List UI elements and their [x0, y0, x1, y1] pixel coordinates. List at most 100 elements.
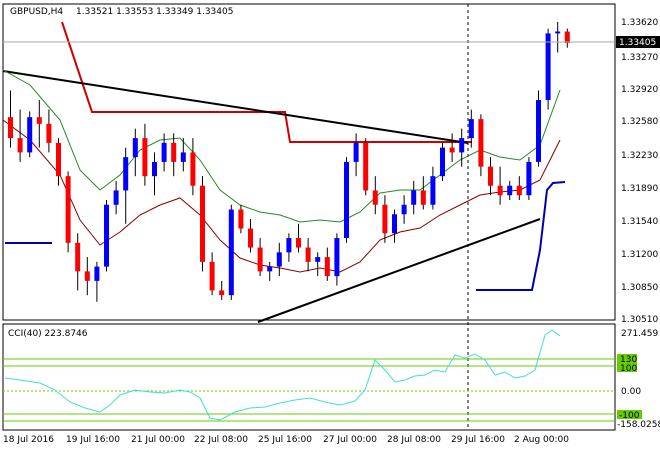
price-tick: 1.33620	[621, 18, 658, 28]
moving-average-dark	[2, 119, 561, 273]
cci-line	[4, 329, 561, 421]
price-tick: 1.32920	[621, 85, 658, 95]
main-chart-frame	[2, 3, 616, 321]
price-tick: 1.31890	[621, 184, 658, 194]
cci-panel: CCI(40) 223.8746 271.459 130 100 0.00 -1…	[3, 329, 660, 430]
bull-candle	[459, 138, 465, 153]
bull-candle	[401, 204, 407, 215]
price-tick: 1.30510	[621, 315, 658, 325]
bull-candle	[353, 142, 359, 162]
cci-tick-max: 271.459	[621, 329, 658, 339]
bear-candle	[65, 176, 71, 243]
time-tick: 18 Jul 2016	[3, 435, 54, 445]
candlestick-series	[8, 22, 570, 302]
cci-tick-minus100: -100	[619, 411, 640, 421]
bear-candle	[171, 142, 177, 162]
time-tick: 21 Jul 00:00	[131, 435, 185, 445]
current-price-box	[616, 36, 660, 48]
bull-candle	[113, 190, 119, 205]
bull-candle	[123, 157, 129, 191]
bull-candle	[132, 138, 138, 158]
bear-candle	[382, 204, 388, 234]
channel-upper-line	[61, 21, 472, 143]
bear-candle	[305, 247, 311, 262]
bear-candle	[497, 185, 503, 196]
cci-minus100-marker	[617, 410, 642, 419]
bull-candle	[392, 214, 397, 234]
bear-candle	[36, 117, 42, 124]
bull-candle	[430, 176, 436, 205]
bear-candle	[564, 31, 570, 43]
bear-candle	[516, 185, 522, 196]
price-tick: 1.30850	[621, 283, 658, 293]
cci-tick-min: -158.0258	[617, 420, 660, 430]
price-tick: 1.32230	[621, 151, 658, 161]
bear-candle	[56, 142, 61, 177]
bear-candle	[8, 117, 13, 139]
time-tick: 25 Jul 16:00	[258, 435, 312, 445]
time-tick: 22 Jul 08:00	[194, 435, 248, 445]
price-tick: 1.33270	[621, 53, 658, 63]
bear-candle	[488, 166, 493, 186]
bull-candle	[228, 209, 234, 296]
bull-candle	[104, 204, 109, 267]
price-tick: 1.31200	[621, 250, 658, 260]
bull-candle	[334, 238, 340, 277]
price-axis: 1.33620 1.33270 1.32920 1.32580 1.32230 …	[621, 18, 658, 325]
support-trendline	[257, 218, 541, 323]
cci-130-marker	[617, 354, 637, 363]
bull-candle	[507, 185, 513, 196]
bear-candle	[84, 271, 90, 281]
bear-candle	[17, 138, 23, 153]
bull-candle	[286, 238, 292, 253]
symbol-timeframe: GBPUSD,H4	[10, 7, 63, 17]
cci-label: CCI(40) 223.8746	[8, 329, 88, 339]
bear-candle	[296, 238, 301, 248]
bear-candle	[420, 190, 426, 205]
bull-candle	[315, 257, 321, 262]
bull-candle	[276, 252, 282, 267]
bear-candle	[449, 147, 455, 153]
bear-candle	[209, 261, 215, 291]
indicators-layer	[2, 21, 566, 323]
price-tick: 1.32580	[621, 117, 658, 127]
bear-candle	[248, 228, 253, 248]
bull-candle	[267, 266, 273, 272]
bull-candle	[536, 100, 541, 162]
bear-candle	[372, 190, 378, 205]
bear-candle	[363, 142, 369, 191]
price-tick: 1.31540	[621, 217, 658, 227]
bear-candle	[200, 185, 205, 262]
time-tick: 2 Aug 00:00	[514, 435, 569, 445]
bear-candle	[219, 290, 225, 296]
bull-candle	[344, 161, 349, 239]
time-tick: 29 Jul 16:00	[451, 435, 505, 445]
bear-candle	[46, 123, 52, 143]
bull-candle	[555, 31, 561, 34]
channel-lower-right-line	[476, 181, 566, 291]
time-tick: 27 Jul 00:00	[323, 435, 377, 445]
bear-candle	[478, 119, 484, 167]
bull-candle	[180, 152, 186, 162]
cci-tick-zero: 0.00	[621, 387, 641, 397]
bull-candle	[440, 147, 445, 177]
bear-candle	[75, 242, 81, 272]
bull-candle	[468, 119, 474, 139]
cci-tick-130: 130	[620, 355, 637, 365]
time-tick: 28 Jul 08:00	[387, 435, 441, 445]
bull-candle	[94, 266, 100, 281]
cci-tick-100: 100	[620, 364, 637, 374]
bear-candle	[190, 152, 196, 186]
bull-candle	[27, 117, 33, 153]
ohlc-readout: 1.33521 1.33553 1.33349 1.33405	[76, 7, 233, 17]
bull-candle	[152, 161, 157, 177]
cci-100-marker	[617, 363, 637, 372]
bull-candle	[161, 142, 167, 162]
bear-candle	[238, 209, 244, 229]
bear-candle	[142, 138, 148, 177]
bear-candle	[257, 247, 263, 272]
bear-candle	[324, 257, 330, 277]
resistance-trendline	[2, 70, 469, 144]
bull-candle	[411, 190, 417, 205]
